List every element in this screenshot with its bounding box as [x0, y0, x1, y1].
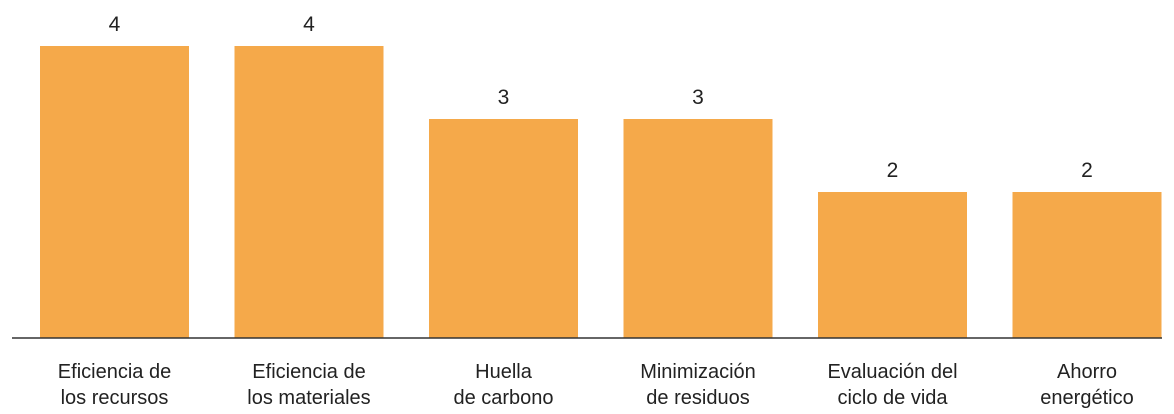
category-label-2-line-0: Huella: [475, 361, 533, 383]
bar-0: [40, 46, 189, 338]
bar-2: [429, 119, 578, 338]
category-label-1-line-1: los materiales: [247, 387, 370, 409]
value-label-2: 3: [498, 86, 510, 109]
bar-1: [234, 46, 384, 338]
value-label-3: 3: [692, 86, 704, 109]
category-label-4-line-1: ciclo de vida: [837, 387, 948, 409]
category-label-0-line-1: los recursos: [61, 387, 169, 409]
value-label-0: 4: [109, 13, 121, 36]
value-label-4: 2: [887, 159, 899, 182]
category-label-3-line-1: de residuos: [646, 387, 749, 409]
bar-4: [818, 192, 967, 338]
category-label-1-line-0: Eficiencia de: [252, 361, 365, 383]
bar-5: [1012, 192, 1162, 338]
value-label-5: 2: [1081, 159, 1093, 182]
category-labels: Eficiencia de los recursos Eficiencia de lo…: [58, 361, 1134, 409]
category-label-0-line-0: Eficiencia de: [58, 361, 171, 383]
value-label-1: 4: [303, 13, 315, 36]
category-label-3-line-0: Minimización: [640, 361, 756, 383]
category-label-5-line-1: energético: [1040, 387, 1133, 409]
category-label-5-line-0: Ahorro: [1057, 361, 1117, 383]
category-label-2-line-1: de carbono: [453, 387, 553, 409]
category-label-4-line-0: Evaluación del: [827, 361, 957, 383]
value-labels: 4 4 3 3 2 2: [109, 13, 1093, 182]
bar-3: [623, 119, 773, 338]
bars: [40, 46, 1162, 338]
